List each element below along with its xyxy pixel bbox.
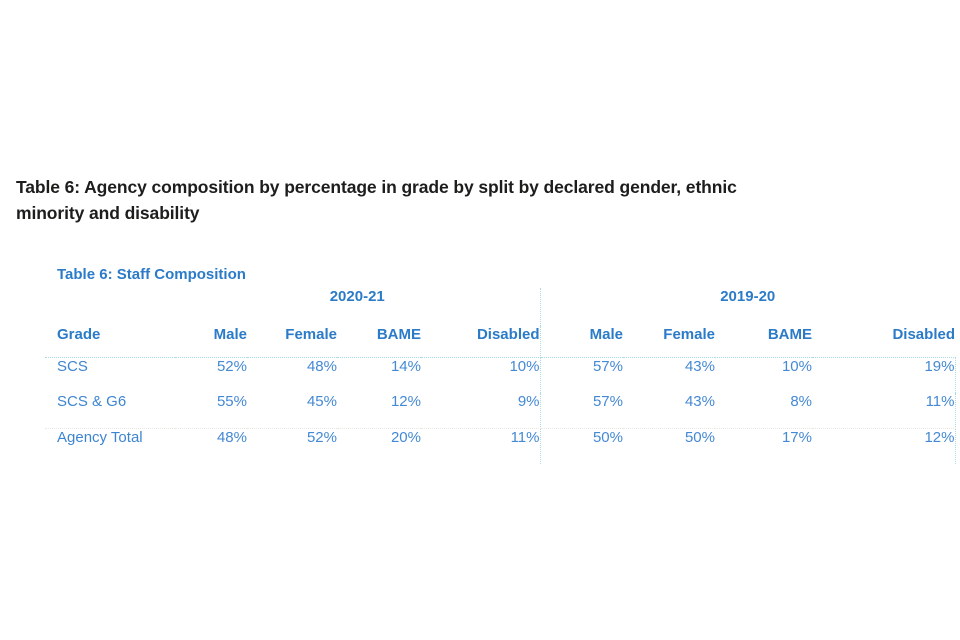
column-header-male-2019: Male	[540, 326, 623, 358]
value-cell: 8%	[715, 393, 812, 429]
grade-label: SCS & G6	[45, 393, 175, 429]
value-cell: 12%	[812, 428, 956, 464]
value-cell: 48%	[216, 429, 247, 446]
value-cell: 55%	[175, 393, 247, 429]
year-header-row: 2020-21 2019-20	[45, 288, 955, 326]
value-cell: 10%	[781, 358, 812, 375]
value-cell: 43%	[623, 393, 715, 429]
value-cell: 52%	[306, 429, 337, 446]
table-row-scs: SCS 52% 48% 14% 10% 57% 43% 10% 19%	[45, 357, 956, 393]
value-cell: 12%	[337, 393, 421, 429]
year-header-spacer	[45, 288, 175, 326]
value-cell: 43%	[684, 358, 715, 375]
value-cell: 48%	[306, 358, 337, 375]
table-title: Table 6: Staff Composition	[57, 266, 246, 283]
table-row-scs-g6: SCS & G6 55% 45% 12% 9% 57% 43% 8% 11%	[45, 393, 956, 429]
grade-label: SCS	[57, 358, 88, 375]
value-cell: 9%	[421, 393, 541, 429]
column-header-female-2020: Female	[247, 326, 337, 358]
column-header-bame-2019: BAME	[715, 326, 812, 358]
value-cell: 11%	[421, 428, 541, 464]
value-cell: 10%	[421, 357, 541, 393]
value-cell: 50%	[592, 429, 623, 446]
value-cell: 14%	[390, 358, 421, 375]
value-cell: 45%	[247, 393, 337, 429]
value-cell: 19%	[812, 357, 956, 393]
column-header-female-2019: Female	[623, 326, 715, 358]
document-heading-line1: Table 6: Agency composition by percentag…	[16, 176, 737, 197]
column-header-row: Grade Male Female BAME Disabled Male Fem…	[45, 326, 955, 358]
column-header-male-2020: Male	[175, 326, 247, 358]
column-header-bame-2020: BAME	[337, 326, 421, 358]
year-header-2019-20: 2019-20	[720, 288, 776, 305]
column-header-grade: Grade	[45, 326, 175, 358]
value-cell: 17%	[781, 429, 812, 446]
staff-composition-section: Table 6: Staff Composition 2020-21 2019-…	[45, 266, 956, 464]
value-cell: 50%	[684, 429, 715, 446]
value-cell: 52%	[216, 358, 247, 375]
document-heading: Table 6: Agency composition by percentag…	[16, 174, 908, 226]
value-cell: 57%	[592, 358, 623, 375]
column-header-disabled-2019: Disabled	[812, 326, 955, 358]
value-cell: 20%	[390, 429, 421, 446]
value-cell: 57%	[540, 393, 623, 429]
year-header-2020-21: 2020-21	[175, 288, 541, 326]
document-heading-line2: minority and disability	[16, 202, 200, 223]
grade-label: Agency Total	[57, 429, 143, 446]
value-cell: 11%	[812, 393, 956, 429]
column-header-disabled-2020: Disabled	[421, 326, 541, 358]
table-row-agency-total: Agency Total 48% 52% 20% 11% 50% 50% 17%…	[45, 428, 956, 464]
staff-composition-table: 2020-21 2019-20 Grade Male Female BAME D…	[45, 288, 956, 464]
